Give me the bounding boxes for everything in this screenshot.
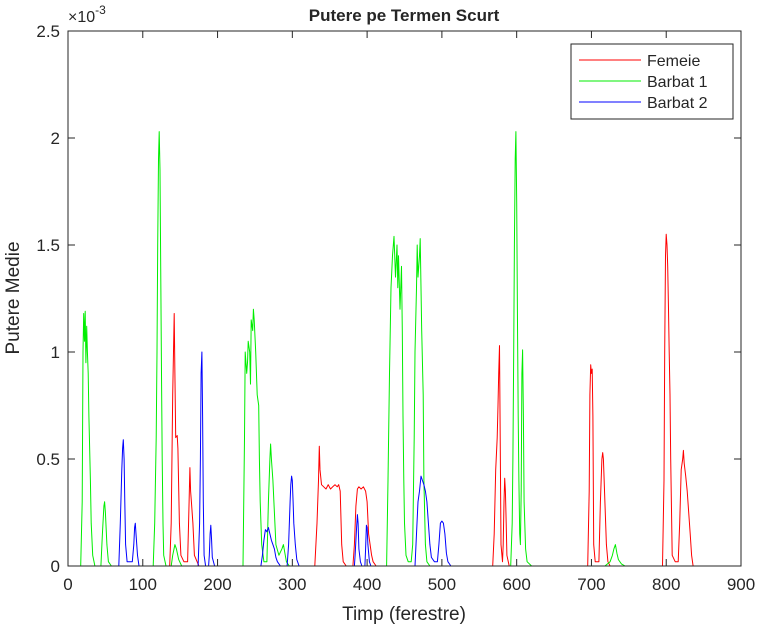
y-exponent-power: -3: [95, 3, 106, 17]
x-tick-label: 400: [353, 575, 381, 594]
y-exponent-label: ×10-3: [68, 3, 106, 26]
x-tick-label: 900: [727, 575, 755, 594]
y-tick-label: 2.5: [36, 22, 60, 41]
series-line-1: [68, 233, 734, 567]
chart-title: Putere pe Termen Scurt: [309, 6, 500, 25]
x-tick-label: 200: [203, 575, 231, 594]
legend-label: Barbat 2: [647, 95, 708, 112]
y-exponent-base: ×10: [68, 9, 95, 26]
legend-label: Femeie: [647, 53, 700, 70]
series-line-3: [68, 351, 734, 567]
y-tick-label: 1: [51, 343, 60, 362]
x-tick-label: 100: [129, 575, 157, 594]
x-tick-label: 0: [63, 575, 72, 594]
x-axis-label: Timp (ferestre): [342, 604, 466, 625]
y-axis-label: Putere Medie: [3, 241, 24, 354]
y-tick-label: 2: [51, 129, 60, 148]
y-tick-label: 0.5: [36, 450, 60, 469]
legend-label: Barbat 1: [647, 74, 708, 91]
axes-box: [67, 30, 742, 567]
axes-layer: 0 100 200 300 400 500 600 700 800 900 0 0.5 1 1.5 2 2.5: [36, 22, 755, 594]
x-tick-label: 600: [502, 575, 530, 594]
x-tick-label: 800: [652, 575, 680, 594]
x-tick-label: 700: [577, 575, 605, 594]
plot-area: [68, 31, 741, 566]
x-tick-label: 500: [428, 575, 456, 594]
x-tick-label: 300: [278, 575, 306, 594]
y-tick-label: 1.5: [36, 236, 60, 255]
y-tick-label: 0: [51, 557, 60, 576]
legend: Femeie Barbat 1 Barbat 2: [570, 43, 734, 120]
